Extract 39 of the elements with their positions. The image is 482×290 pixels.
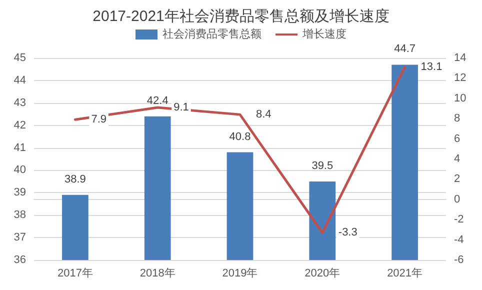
y2-tick-label: -6 xyxy=(454,254,464,266)
x-tick-label: 2018年 xyxy=(140,268,176,280)
chart-title: 2017-2021年社会消费品零售总额及增长速度 xyxy=(92,8,390,25)
legend-label: 社会消费品零售总额 xyxy=(162,28,262,40)
data-label: 8.4 xyxy=(256,108,272,121)
y2-tick-label: 0 xyxy=(454,193,460,206)
data-label: 7.9 xyxy=(91,114,106,126)
y-tick-label: 42 xyxy=(14,119,26,132)
data-label: 38.9 xyxy=(64,173,86,186)
data-label: 42.4 xyxy=(146,94,168,107)
y2-tick-label: 4 xyxy=(454,153,460,165)
y-tick-label: 44 xyxy=(14,74,26,86)
y2-tick-label: 8 xyxy=(454,112,460,125)
y2-tick-label: -2 xyxy=(454,214,464,226)
data-label: -3.3 xyxy=(338,226,358,239)
y2-tick-label: 14 xyxy=(454,52,466,64)
x-tick-label: 2021年 xyxy=(387,268,423,280)
y2-tick-label: 10 xyxy=(454,92,466,104)
y2-tick-label: 12 xyxy=(454,72,466,84)
x-tick-label: 2019年 xyxy=(222,268,258,280)
y-tick-label: 41 xyxy=(14,142,26,154)
y-tick-label: 39 xyxy=(14,186,26,199)
y-tick-label: 37 xyxy=(14,232,26,244)
x-tick-label: 2017年 xyxy=(57,268,93,280)
y-tick-label: 38 xyxy=(14,209,26,222)
data-label: 44.7 xyxy=(394,43,416,56)
y2-tick-label: 2 xyxy=(454,173,460,186)
y-tick-label: 40 xyxy=(14,164,26,176)
data-label: 39.5 xyxy=(312,160,334,172)
data-label: 40.8 xyxy=(229,130,251,143)
y2-tick-label: -4 xyxy=(454,234,464,246)
y-tick-label: 43 xyxy=(14,96,26,109)
data-label: 9.1 xyxy=(174,101,189,114)
y-tick-label: 36 xyxy=(14,254,26,266)
x-tick-label: 2020年 xyxy=(304,268,340,280)
data-label: 13.1 xyxy=(420,61,442,74)
legend-label: 增长速度 xyxy=(302,28,346,40)
y2-tick-label: 6 xyxy=(454,132,460,145)
y-tick-label: 45 xyxy=(14,52,26,64)
